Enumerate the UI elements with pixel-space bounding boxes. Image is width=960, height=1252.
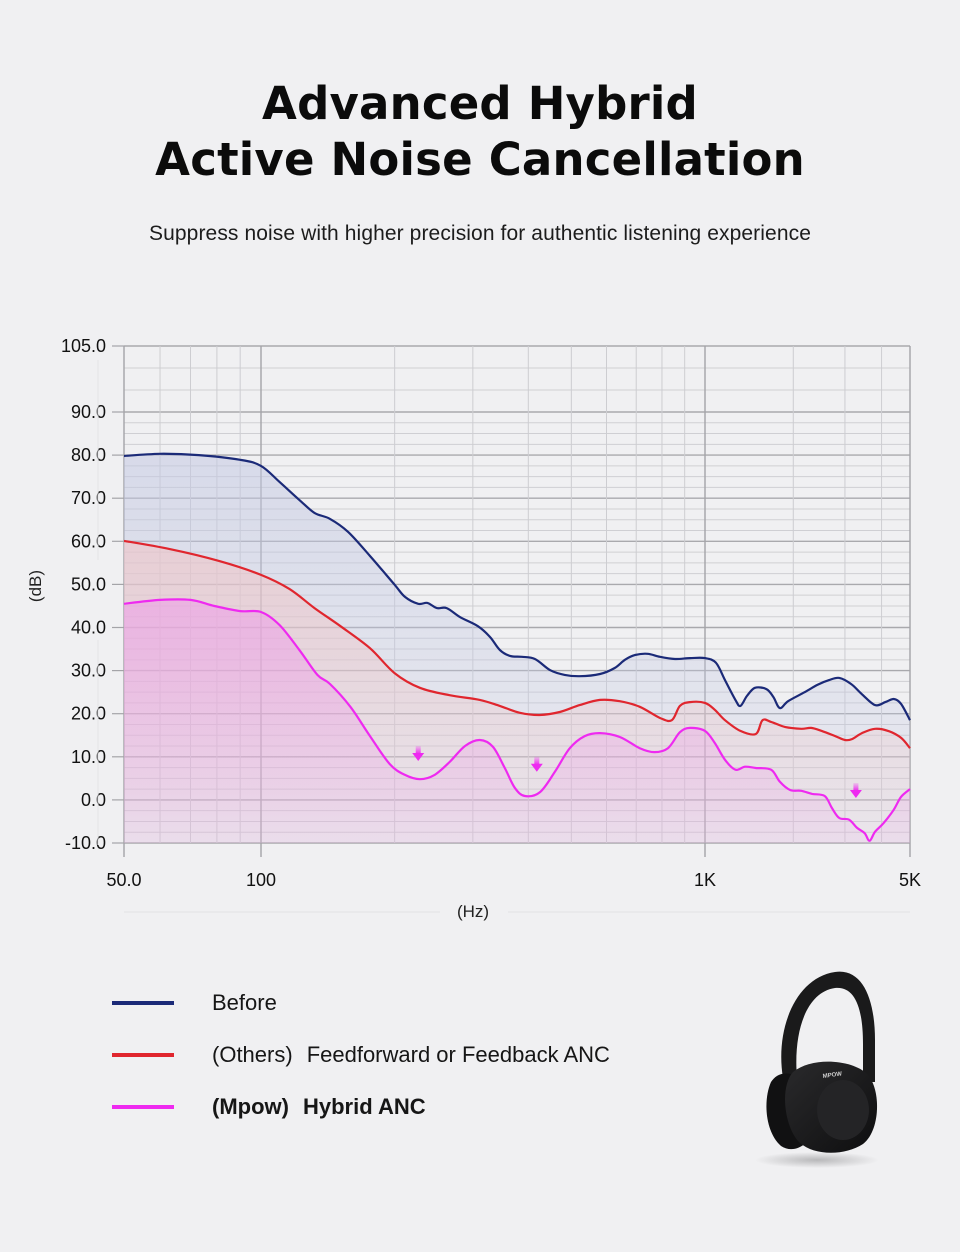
y-tick-label: -10.0 bbox=[65, 833, 106, 853]
x-axis-title: (Hz) bbox=[457, 902, 489, 921]
y-tick-label: 60.0 bbox=[71, 531, 106, 551]
y-tick-label: 30.0 bbox=[71, 661, 106, 681]
series-line-before bbox=[123, 452, 911, 721]
y-tick-label: 70.0 bbox=[71, 488, 106, 508]
legend-prefix: (Mpow) bbox=[212, 1094, 289, 1119]
page-title: Advanced Hybrid Active Noise Cancellatio… bbox=[0, 76, 960, 188]
y-tick-label: 90.0 bbox=[71, 402, 106, 422]
brand-logo: MPOW bbox=[822, 1071, 842, 1080]
x-tick-label: 100 bbox=[246, 870, 276, 890]
series-lines bbox=[123, 452, 911, 842]
x-tick-label: 5K bbox=[899, 870, 921, 890]
x-tick-label: 50.0 bbox=[106, 870, 141, 890]
y-tick-label: 80.0 bbox=[71, 445, 106, 465]
legend-prefix: (Others) bbox=[212, 1042, 293, 1067]
y-tick-label: 20.0 bbox=[71, 704, 106, 724]
down-arrow-icon bbox=[530, 756, 543, 772]
down-arrow-icon bbox=[849, 783, 862, 799]
product-shadow bbox=[755, 1152, 879, 1168]
y-tick-label: 0.0 bbox=[81, 790, 106, 810]
legend-item-others: (Others) Feedforward or Feedback ANC bbox=[112, 1040, 732, 1070]
legend-item-hybrid: (Mpow) Hybrid ANC bbox=[112, 1092, 732, 1122]
x-axis-ticks: 50.0 100 1K 5K bbox=[106, 870, 921, 890]
headphones-icon: MPOW bbox=[755, 971, 879, 1168]
legend-label-hybrid: (Mpow) Hybrid ANC bbox=[212, 1092, 426, 1122]
series-fill-hybrid bbox=[124, 599, 910, 843]
y-tick-label: 105.0 bbox=[61, 336, 106, 356]
legend-label-text: Hybrid ANC bbox=[302, 1094, 426, 1119]
y-axis-ticks: 105.0 90.0 80.0 70.0 60.0 50.0 40.0 30.0 20.0 10.… bbox=[61, 336, 124, 853]
legend-swatch-hybrid bbox=[112, 1105, 174, 1109]
series-line-others bbox=[123, 539, 911, 749]
legend-swatch-before bbox=[112, 1001, 174, 1005]
series-line-hybrid bbox=[123, 598, 911, 842]
legend-swatch-others bbox=[112, 1053, 174, 1057]
y-axis-title: (dB) bbox=[26, 570, 45, 602]
chart-annotations bbox=[412, 745, 862, 799]
y-tick-label: 40.0 bbox=[71, 618, 106, 638]
series-fills bbox=[124, 453, 910, 843]
legend-label-before: Before bbox=[212, 988, 277, 1018]
y-tick-label: 50.0 bbox=[71, 574, 106, 594]
y-tick-label: 10.0 bbox=[71, 747, 106, 767]
noise-chart: 105.0 90.0 80.0 70.0 60.0 50.0 40.0 30.0 20.0 10.… bbox=[26, 336, 921, 921]
down-arrow-icon bbox=[412, 745, 425, 761]
ear-cup-plate bbox=[817, 1080, 869, 1140]
legend-label-others: (Others) Feedforward or Feedback ANC bbox=[212, 1040, 610, 1070]
legend-label-text: Feedforward or Feedback ANC bbox=[306, 1042, 610, 1067]
legend-item-before: Before bbox=[112, 988, 732, 1018]
legend-label-text: Before bbox=[212, 990, 277, 1015]
title-line-2: Active Noise Cancellation bbox=[155, 133, 805, 186]
title-line-1: Advanced Hybrid bbox=[262, 77, 698, 130]
x-tick-label: 1K bbox=[694, 870, 716, 890]
headband bbox=[781, 971, 875, 1082]
subtitle: Suppress noise with higher precision for… bbox=[149, 222, 811, 245]
